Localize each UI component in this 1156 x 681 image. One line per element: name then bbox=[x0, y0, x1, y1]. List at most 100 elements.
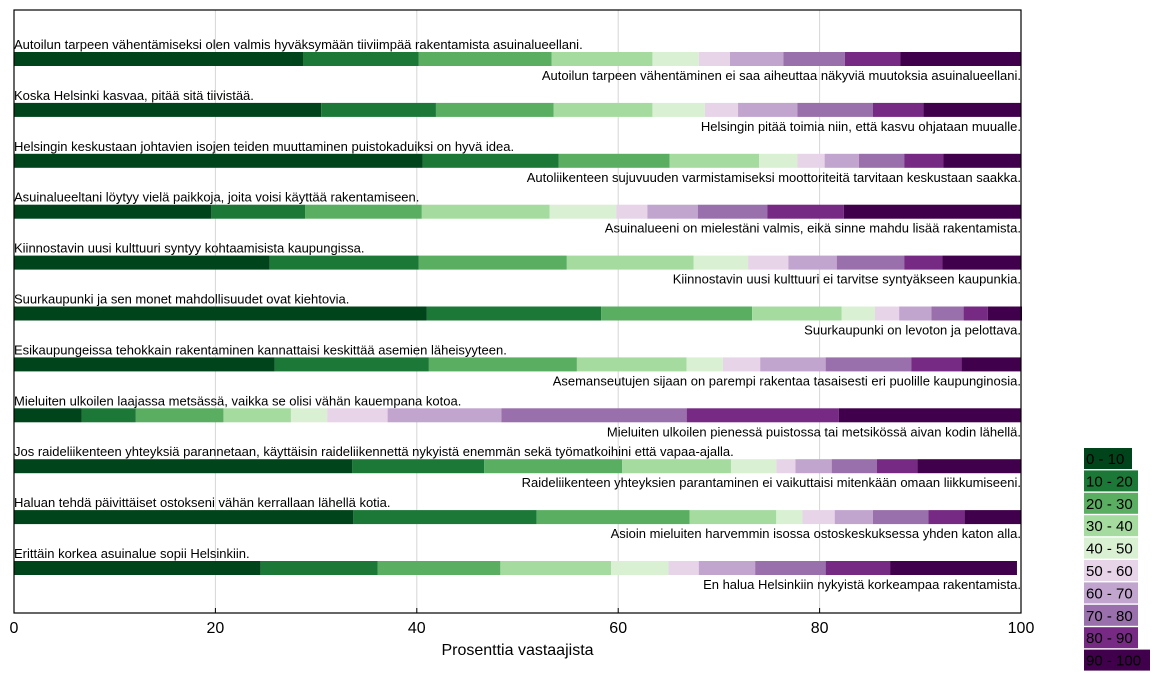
statement-right: Kiinnostavin uusi kulttuuri ei tarvitse … bbox=[673, 272, 1021, 287]
bar-row bbox=[14, 153, 1021, 168]
legend-item: 40 - 50 bbox=[1084, 537, 1138, 559]
legend-item: 60 - 70 bbox=[1084, 582, 1138, 604]
bar-segment bbox=[558, 153, 670, 168]
bar-segment bbox=[686, 357, 723, 372]
legend-item: 30 - 40 bbox=[1084, 515, 1138, 537]
legend-label: 90 - 100 bbox=[1086, 653, 1141, 670]
legend-label: 80 - 90 bbox=[1086, 630, 1133, 647]
legend-label: 20 - 30 bbox=[1086, 496, 1133, 513]
statement-left: Erittäin korkea asuinalue sopii Helsinki… bbox=[14, 546, 250, 561]
x-tick-label: 60 bbox=[609, 620, 627, 637]
bar-segment bbox=[14, 204, 212, 219]
bar-segment bbox=[836, 255, 905, 270]
bar-segment bbox=[551, 52, 653, 66]
x-tick-label: 0 bbox=[10, 620, 19, 637]
bar-segment bbox=[428, 357, 577, 372]
x-tick-label: 80 bbox=[811, 620, 829, 637]
bar-segment bbox=[14, 459, 353, 474]
statement-right: Autoliikenteen sujuvuuden varmistamiseks… bbox=[527, 170, 1021, 185]
statement-left: Autoilun tarpeen vähentämiseksi olen val… bbox=[14, 37, 583, 52]
legend-item: 10 - 20 bbox=[1084, 470, 1138, 492]
bar-segment bbox=[611, 561, 669, 575]
legend-label: 0 - 10 bbox=[1086, 451, 1124, 468]
bar-row bbox=[14, 102, 1021, 117]
bar-segment bbox=[858, 153, 905, 168]
bar-segment bbox=[418, 52, 552, 66]
bar-segment bbox=[260, 561, 378, 575]
legend-item: 0 - 10 bbox=[1084, 448, 1132, 469]
legend-item: 70 - 80 bbox=[1084, 604, 1138, 626]
bar-segment bbox=[689, 510, 777, 525]
bar-segment bbox=[900, 52, 1021, 66]
bar-row bbox=[14, 306, 1023, 321]
bar-segment bbox=[14, 357, 275, 372]
bar-segment bbox=[484, 459, 623, 474]
statement-right: En halua Helsinkiin nykyistä korkeampaa … bbox=[703, 577, 1021, 592]
statement-left: Koska Helsinki kasvaa, pitää sitä tiivis… bbox=[14, 88, 254, 103]
x-axis-label: Prosenttia vastaajista bbox=[441, 642, 593, 659]
legend-swatch bbox=[1084, 560, 1138, 581]
bar-segment bbox=[353, 510, 537, 525]
statement-labels: Autoilun tarpeen vähentämiseksi olen val… bbox=[14, 37, 1021, 592]
bar-segment bbox=[987, 306, 1023, 321]
bar-segment bbox=[788, 255, 837, 270]
bar-segment bbox=[435, 102, 554, 117]
statement-right: Asuinalueeni on mielestäni valmis, eikä … bbox=[605, 221, 1021, 236]
legend-item: 90 - 100 bbox=[1084, 649, 1150, 671]
bar-segment bbox=[668, 561, 699, 575]
bar-segment bbox=[81, 408, 136, 423]
bar-segment bbox=[802, 510, 835, 525]
legend-swatch bbox=[1084, 492, 1138, 514]
bar-segment bbox=[14, 52, 304, 66]
legend-swatch bbox=[1084, 627, 1138, 649]
bar-segment bbox=[917, 459, 1021, 474]
bar-segment bbox=[825, 357, 912, 372]
bar-segment bbox=[387, 408, 502, 423]
bar-segment bbox=[693, 255, 749, 270]
x-tick-label: 100 bbox=[1008, 620, 1035, 637]
legend-item: 20 - 30 bbox=[1084, 492, 1138, 514]
bar-segment bbox=[14, 153, 423, 168]
x-axis-ticks: 0 20 40 60 80 100 bbox=[10, 608, 1035, 637]
bar-segment bbox=[942, 255, 1021, 270]
bar-segment bbox=[923, 102, 1021, 117]
bar-segment bbox=[14, 510, 354, 525]
bar-segment bbox=[698, 561, 756, 575]
bar-segment bbox=[872, 510, 929, 525]
bar-row bbox=[14, 52, 1021, 66]
statement-right: Suurkaupunki on levoton ja pelottava. bbox=[804, 323, 1021, 338]
bar-segment bbox=[876, 459, 918, 474]
legend-label: 40 - 50 bbox=[1086, 541, 1133, 558]
statement-left: Esikaupungeissa tehokkain rakentaminen k… bbox=[14, 342, 507, 357]
bar-segment bbox=[704, 102, 739, 117]
bar-segment bbox=[904, 153, 944, 168]
bar-segment bbox=[686, 408, 839, 423]
bar-segment bbox=[290, 408, 328, 423]
plot-frame bbox=[13, 9, 1022, 614]
bar-segment bbox=[14, 102, 322, 117]
legend-swatch bbox=[1084, 470, 1138, 492]
bar-segment bbox=[576, 357, 687, 372]
legend-label: 60 - 70 bbox=[1086, 585, 1133, 602]
bar-segment bbox=[776, 510, 803, 525]
bar-segment bbox=[899, 306, 932, 321]
bar-segment bbox=[963, 306, 988, 321]
x-tick-label: 40 bbox=[408, 620, 426, 637]
bar-segment bbox=[421, 204, 550, 219]
bar-segment bbox=[211, 204, 306, 219]
bar-segment bbox=[223, 408, 291, 423]
bar-segment bbox=[652, 52, 699, 66]
bar-segment bbox=[874, 306, 900, 321]
bar-segment bbox=[752, 306, 842, 321]
statement-right: Mieluiten ulkoilen pienessä puistossa ta… bbox=[607, 424, 1021, 439]
statement-right: Autoilun tarpeen vähentäminen ei saa aih… bbox=[542, 68, 1021, 83]
bar-segment bbox=[760, 357, 826, 372]
bar-segment bbox=[928, 510, 965, 525]
bar-segment bbox=[426, 306, 602, 321]
bar-segment bbox=[964, 510, 1021, 525]
bar-segment bbox=[824, 153, 859, 168]
bar-row bbox=[14, 408, 1021, 423]
bar-segment bbox=[783, 52, 845, 66]
bar-segment bbox=[838, 408, 1021, 423]
bar-segment bbox=[738, 102, 798, 117]
